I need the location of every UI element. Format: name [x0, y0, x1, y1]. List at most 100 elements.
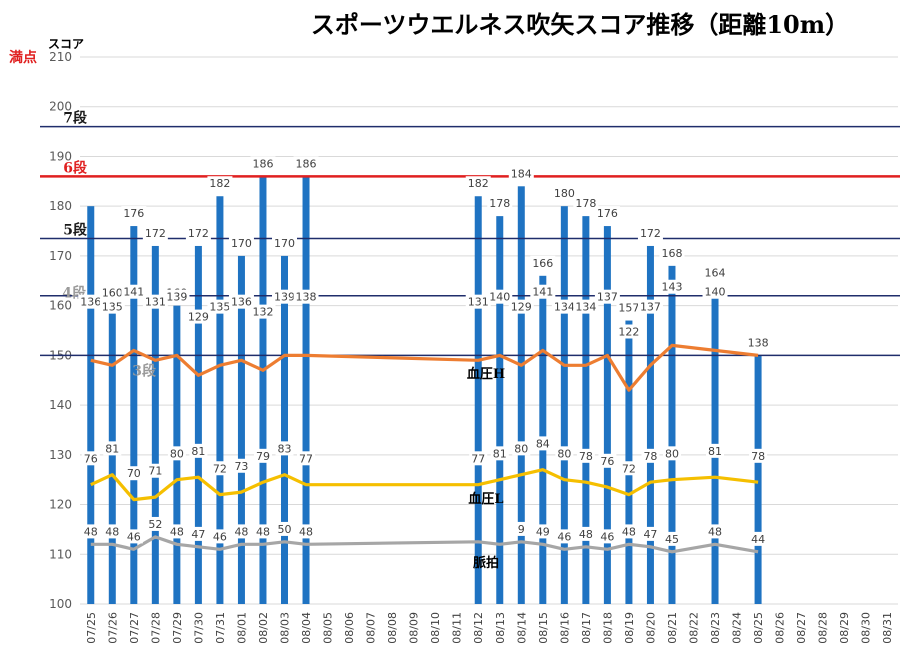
max-score-label: 満点 — [9, 49, 37, 66]
line-value-label: 81 — [191, 445, 205, 458]
bar-value-label: 172 — [640, 227, 661, 240]
bar — [237, 255, 245, 604]
data-label-bg — [515, 521, 527, 536]
line-value-label: 52 — [148, 518, 162, 531]
series-line — [90, 468, 759, 502]
rank-label: 5段 — [63, 222, 87, 239]
data-label-bg — [275, 441, 294, 456]
data-label-bg — [465, 176, 491, 191]
line-value-label: 139 — [166, 291, 187, 304]
data-label-bg — [272, 289, 297, 304]
gridlines — [80, 56, 898, 605]
bar-value-label: 138 — [748, 336, 769, 349]
series-annotation: 脈拍 — [473, 555, 499, 571]
data-label-bg — [533, 524, 552, 539]
data-label-bg — [702, 265, 728, 280]
x-tick-label: 08/06 — [343, 612, 356, 644]
rank-label: 6段 — [63, 159, 87, 176]
line-value-label: 122 — [618, 326, 639, 339]
line-value-label: 81 — [105, 442, 119, 455]
line-value-label: 50 — [278, 523, 292, 536]
line-value-label: 81 — [708, 445, 722, 458]
series-annotation: 血圧L — [468, 491, 503, 507]
x-tick-label: 07/31 — [214, 612, 227, 644]
data-label-bg — [250, 156, 276, 171]
x-tick-label: 08/17 — [580, 612, 593, 644]
data-label-bg — [297, 451, 316, 466]
x-tick-label: 08/29 — [838, 612, 851, 644]
data-label-bg — [555, 529, 574, 544]
x-tick-label: 08/05 — [322, 612, 335, 644]
line-value-label: 47 — [191, 528, 205, 541]
data-label-bg — [228, 294, 254, 309]
line-value-label: 81 — [493, 447, 507, 460]
x-tick-label: 07/29 — [171, 612, 184, 644]
bar-series — [87, 176, 762, 605]
data-label-bg — [189, 443, 208, 458]
line-series — [90, 343, 759, 554]
line-value-label: 9 — [518, 523, 525, 536]
bar — [582, 216, 590, 605]
data-label-bg — [616, 300, 642, 315]
data-label-bg — [659, 279, 685, 294]
data-label-bg — [297, 524, 316, 539]
data-label-bg — [487, 289, 513, 304]
data-label-bg — [207, 299, 233, 314]
x-tick-label: 08/11 — [451, 612, 464, 644]
bar-value-label: 180 — [554, 187, 575, 200]
data-label-bg — [167, 524, 186, 539]
y-tick-label: 160 — [49, 299, 72, 313]
data-label-bg — [659, 245, 685, 260]
line-value-label: 141 — [532, 286, 553, 299]
line-value-label: 136 — [80, 296, 101, 309]
x-tick-label: 08/21 — [666, 612, 679, 644]
data-label-bg — [293, 156, 319, 171]
x-tick-label: 08/28 — [817, 612, 830, 644]
y-tick-label: 140 — [49, 398, 72, 412]
x-tick-label: 08/25 — [752, 612, 765, 644]
line-value-label: 73 — [234, 460, 248, 473]
data-label-bg — [594, 289, 620, 304]
line-value-label: 80 — [514, 442, 528, 455]
line-value-label: 143 — [661, 281, 682, 294]
x-tick-label: 08/08 — [386, 612, 399, 644]
line-value-label: 137 — [597, 291, 618, 304]
data-label-bg — [81, 524, 100, 539]
x-tick-label: 08/16 — [558, 612, 571, 644]
line-value-label: 134 — [554, 301, 575, 314]
data-label-bg — [253, 448, 272, 463]
data-label-bg — [706, 443, 725, 458]
rank-label: 7段 — [63, 110, 87, 127]
line-value-label: 72 — [622, 462, 636, 475]
line-value-label: 49 — [536, 525, 550, 538]
bar — [216, 196, 224, 604]
x-tick-label: 07/27 — [128, 612, 141, 644]
line-value-label: 48 — [622, 525, 636, 538]
line-value-label: 48 — [234, 525, 248, 538]
line-value-label: 134 — [575, 301, 596, 314]
line-value-label: 80 — [170, 447, 184, 460]
x-tick-label: 07/30 — [192, 612, 205, 644]
data-label-bg — [598, 453, 617, 468]
data-label-bg — [232, 524, 251, 539]
data-label-bg — [490, 446, 509, 461]
data-label-bg — [637, 299, 663, 314]
line-value-label: 71 — [148, 465, 162, 478]
y-tick-label: 210 — [49, 50, 72, 64]
data-label-bg — [99, 299, 125, 314]
data-label-bg — [616, 324, 642, 339]
data-label-bg — [706, 524, 725, 539]
data-label-bg — [641, 448, 660, 463]
line-value-label: 48 — [708, 525, 722, 538]
x-tick-label: 08/23 — [709, 612, 722, 644]
bar — [496, 216, 504, 605]
data-labels: 1601761721601721821701861701861821781841… — [78, 156, 771, 546]
data-label-bg — [275, 521, 294, 536]
data-label-bg — [469, 451, 488, 466]
data-label-bg — [146, 463, 165, 478]
data-label-bg — [142, 294, 168, 309]
data-label-bg — [293, 289, 319, 304]
x-axis-ticks: 07/25 07/26 07/27 07/28 07/29 07/30 07/31 08/01… — [85, 612, 894, 644]
bar-value-label: 182 — [209, 177, 230, 190]
